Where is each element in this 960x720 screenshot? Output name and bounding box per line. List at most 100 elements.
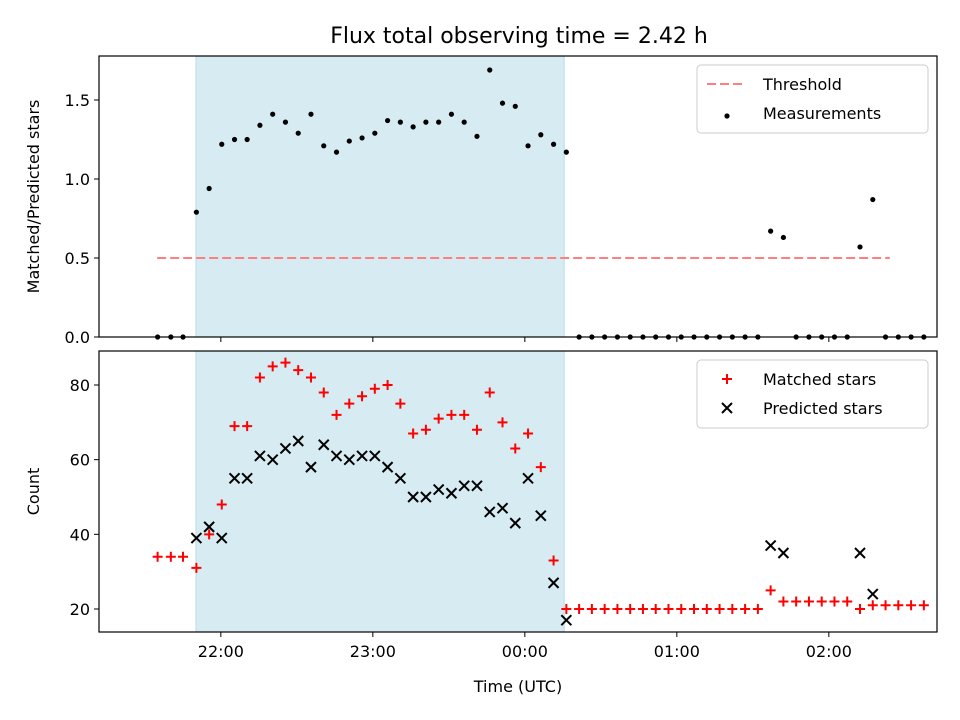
predicted-star-point bbox=[305, 461, 317, 473]
matched-star-point bbox=[625, 604, 636, 614]
measurement-point bbox=[397, 119, 403, 125]
predicted-star-point bbox=[764, 539, 777, 552]
measurement-point bbox=[474, 133, 480, 139]
matched-star-point bbox=[893, 600, 904, 611]
measurement-point bbox=[525, 143, 531, 149]
matched-star-point bbox=[152, 551, 163, 562]
measurement-point bbox=[857, 244, 863, 250]
matched-star-point bbox=[331, 409, 342, 420]
matched-star-point bbox=[880, 600, 891, 611]
matched-star-point bbox=[906, 600, 917, 611]
measurement-point bbox=[308, 111, 314, 117]
predicted-star-point bbox=[394, 472, 407, 485]
legend-predicted-swatch bbox=[721, 402, 733, 414]
predicted-star-point bbox=[522, 472, 534, 485]
predicted-star-point bbox=[241, 472, 253, 485]
y-tick-label: 1.5 bbox=[65, 91, 90, 110]
measurement-point bbox=[461, 119, 467, 125]
matched-star-point bbox=[842, 596, 853, 607]
measurement-point bbox=[346, 138, 352, 144]
matched-star-point bbox=[318, 387, 329, 398]
matched-star-point bbox=[242, 421, 253, 432]
legend-matched-swatch bbox=[722, 374, 732, 384]
matched-star-point bbox=[752, 604, 763, 614]
predicted-star-point bbox=[369, 450, 381, 462]
axes-frame bbox=[98, 350, 938, 633]
y-tick-label: 1.0 bbox=[65, 170, 90, 189]
measurement-point bbox=[423, 119, 429, 125]
matched-star-point bbox=[765, 585, 776, 596]
matched-star-point bbox=[178, 551, 188, 562]
predicted-star-point bbox=[266, 453, 279, 466]
matched-star-point bbox=[548, 555, 559, 566]
measurement-point bbox=[384, 117, 391, 124]
measurement-point bbox=[436, 119, 442, 125]
measurement-point bbox=[538, 132, 544, 138]
legend-label: Measurements bbox=[763, 104, 881, 123]
x-axis-label: Time (UTC) bbox=[473, 677, 562, 696]
measurement-point bbox=[487, 67, 493, 73]
matched-star-point bbox=[816, 596, 827, 607]
matched-star-point bbox=[357, 391, 368, 402]
matched-star-point bbox=[714, 604, 725, 614]
measurement-point bbox=[563, 149, 569, 155]
measurement-point bbox=[870, 196, 876, 203]
measurement-point bbox=[270, 111, 276, 117]
matched-star-point bbox=[650, 604, 661, 614]
legend-measurement-swatch bbox=[724, 113, 730, 119]
x-tick-label: 01:00 bbox=[654, 642, 700, 661]
predicted-star-point bbox=[356, 450, 368, 462]
matched-star-point bbox=[855, 604, 866, 614]
matched-star-point bbox=[599, 604, 610, 614]
measurement-point bbox=[410, 124, 416, 130]
matched-star-point bbox=[663, 604, 674, 614]
measurement-point bbox=[193, 209, 199, 215]
y-tick-label: 0.5 bbox=[65, 249, 90, 268]
predicted-star-point bbox=[203, 521, 215, 533]
measurement-point bbox=[231, 136, 238, 143]
predicted-star-point bbox=[420, 491, 432, 503]
chart-title: Flux total observing time = 2.42 h bbox=[330, 24, 708, 49]
predicted-star-point bbox=[496, 502, 509, 514]
matched-star-point bbox=[829, 596, 840, 607]
predicted-star-point bbox=[292, 435, 304, 447]
predicted-star-point bbox=[381, 461, 394, 473]
predicted-star-point bbox=[484, 506, 496, 518]
predicted-star-point bbox=[330, 450, 343, 462]
measurement-point bbox=[512, 103, 518, 109]
matched-star-point bbox=[612, 604, 623, 614]
y-tick-label: 20 bbox=[70, 600, 90, 619]
measurement-point bbox=[219, 141, 225, 147]
matched-star-point bbox=[523, 428, 534, 439]
axes-frame bbox=[98, 55, 938, 338]
predicted-star-point bbox=[854, 547, 866, 559]
predicted-star-point bbox=[509, 517, 521, 529]
matched-star-point bbox=[867, 600, 878, 611]
measurement-point bbox=[295, 130, 301, 136]
predicted-star-point bbox=[407, 491, 419, 503]
predicted-star-point bbox=[867, 588, 879, 600]
matched-star-point bbox=[420, 424, 431, 435]
y-axis-label: Count bbox=[24, 468, 43, 516]
predicted-star-point bbox=[471, 480, 483, 492]
matched-star-point bbox=[510, 443, 521, 454]
measurement-point bbox=[257, 122, 263, 128]
matched-star-point bbox=[433, 413, 444, 424]
matched-star-point bbox=[535, 462, 546, 473]
top-panel: 0.0 0.5 1.0 1.5 Matched/Predicted stars Thres… bbox=[24, 55, 938, 347]
matched-star-point bbox=[216, 499, 227, 510]
measurement-point bbox=[550, 141, 557, 147]
x-tick-label: 22:00 bbox=[198, 642, 244, 661]
measurement-point bbox=[499, 100, 506, 106]
legend-box bbox=[696, 64, 929, 134]
legend-label: Predicted stars bbox=[763, 399, 883, 418]
matched-star-point bbox=[229, 421, 240, 432]
measurement-point bbox=[333, 149, 340, 155]
matched-star-point bbox=[293, 365, 304, 376]
predicted-star-point bbox=[318, 439, 330, 451]
x-tick-label: 00:00 bbox=[502, 642, 548, 661]
legend-label: Matched stars bbox=[763, 370, 876, 389]
legend-box bbox=[696, 359, 929, 429]
matched-star-point bbox=[637, 604, 648, 614]
